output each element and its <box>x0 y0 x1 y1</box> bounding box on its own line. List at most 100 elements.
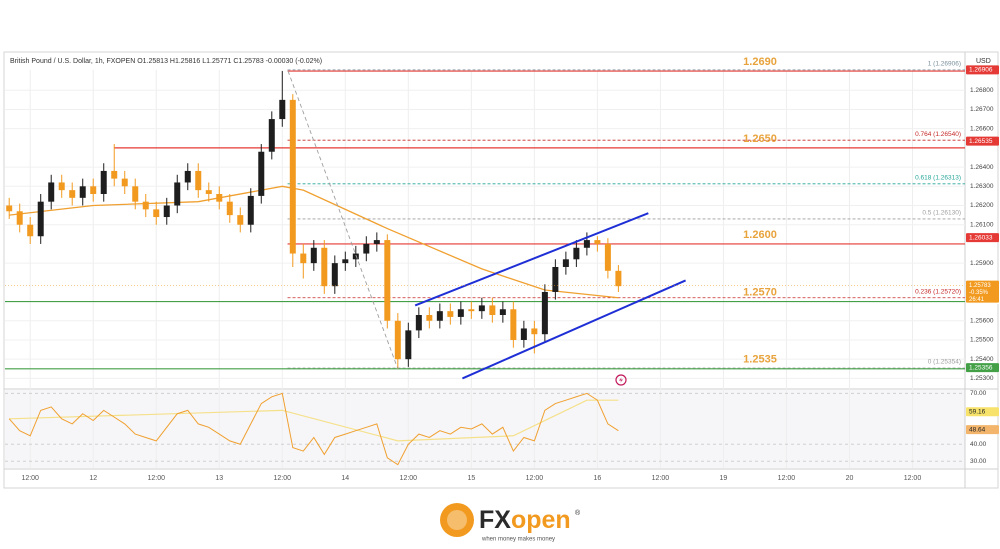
level-label: 1.2650 <box>743 133 777 145</box>
fib-label: 0.236 (1.25720) <box>915 288 961 295</box>
candle-body <box>468 309 475 312</box>
candle-body <box>310 247 317 264</box>
y-tick-label: 1.25900 <box>970 260 994 267</box>
level-label: 1.2690 <box>743 56 777 68</box>
candle-body <box>153 209 160 218</box>
brand: FXopen <box>479 506 571 534</box>
candle-body <box>342 259 349 264</box>
currency-label: USD <box>976 58 991 65</box>
x-tick-label: 15 <box>467 475 475 482</box>
y-tick-label: 1.26400 <box>970 164 994 171</box>
x-tick-label: 13 <box>215 475 223 482</box>
y-tick-label: 1.25400 <box>970 356 994 363</box>
candle-body <box>216 193 223 202</box>
event-icon-ring <box>615 374 627 386</box>
x-tick-label: 20 <box>846 475 854 482</box>
x-tick-label: 12:00 <box>274 475 292 482</box>
candle-body <box>69 190 76 198</box>
price-badge <box>966 136 999 146</box>
candle-body <box>447 311 454 317</box>
candle-body <box>79 186 86 198</box>
price-badge-label: 1.26535 <box>969 138 993 145</box>
candle-body <box>90 186 97 194</box>
price-badge-label: 1.25356 <box>969 364 993 371</box>
candle-body <box>58 182 65 191</box>
y-tick-label: 1.26600 <box>970 125 994 132</box>
fib-label: 0.5 (1.26130) <box>922 210 961 217</box>
level-label: 1.2600 <box>743 229 777 241</box>
level-label: 1.2570 <box>743 286 777 298</box>
candle-body <box>363 243 370 254</box>
x-tick-label: 14 <box>341 475 349 482</box>
price-badge <box>966 407 999 417</box>
rsi-badge-label: 59.16 <box>969 408 986 415</box>
candle-body <box>300 253 307 264</box>
trendline <box>414 212 649 307</box>
candle-body <box>100 170 107 194</box>
x-tick-label: 12:00 <box>21 475 39 482</box>
fib-label: 1 (1.26906) <box>928 61 961 68</box>
last-price-label: 26:41 <box>969 297 985 303</box>
rsi-badge-label: 48.64 <box>969 426 986 433</box>
candle-body <box>394 320 401 360</box>
candle-body <box>321 247 328 287</box>
candle-body <box>573 247 580 260</box>
candle-body <box>594 240 601 244</box>
rsi-tick-label: 30.00 <box>970 458 987 465</box>
candle-body <box>184 170 191 183</box>
trendline <box>462 279 687 380</box>
trendline <box>287 70 399 369</box>
rsi-tick-label: 70.00 <box>970 390 987 397</box>
candle-body <box>415 315 422 331</box>
candle-body <box>352 253 359 260</box>
event-icon-bolt <box>619 377 623 383</box>
y-tick-label: 1.26300 <box>970 183 994 190</box>
candle-body <box>541 291 548 335</box>
candle-body <box>37 201 44 237</box>
last-price-label: -0.35% <box>969 290 989 296</box>
candle-body <box>531 328 538 335</box>
rsi-panel <box>5 390 965 468</box>
candle-body <box>174 182 181 206</box>
y-tick-label: 1.25600 <box>970 317 994 324</box>
logo-icon-inner <box>447 510 467 530</box>
candle-body <box>6 205 13 212</box>
rsi-line <box>8 392 619 466</box>
x-tick-label: 19 <box>720 475 728 482</box>
candle-body <box>163 205 170 218</box>
x-tick-label: 12:00 <box>526 475 544 482</box>
candle-body <box>426 315 433 321</box>
brand-mark: ® <box>575 509 581 517</box>
candle-body <box>279 99 286 120</box>
y-tick-label: 1.26100 <box>970 221 994 228</box>
x-tick-label: 12:00 <box>400 475 418 482</box>
candle-body <box>384 240 391 321</box>
chart-title: British Pound / U.S. Dollar, 1h, FXOPEN … <box>10 58 322 65</box>
event-icon <box>615 374 627 386</box>
candle-body <box>268 119 275 152</box>
logo: FXopen ® when money makes money <box>440 503 581 543</box>
price-badge <box>966 65 999 75</box>
last-price-label: 1.25783 <box>969 283 991 289</box>
x-tick-label: 12:00 <box>652 475 670 482</box>
candle-body <box>552 266 559 292</box>
price-badge <box>966 425 999 435</box>
candle-body <box>510 309 517 340</box>
candle-body <box>27 224 34 237</box>
candle-body <box>520 328 527 340</box>
candle-body <box>289 99 296 254</box>
candle-body <box>132 186 139 202</box>
candle-body <box>604 243 611 271</box>
y-tick-label: 1.26800 <box>970 87 994 94</box>
x-tick-label: 12:00 <box>147 475 165 482</box>
candle-body <box>205 190 212 194</box>
candle-body <box>373 240 380 244</box>
candle-body <box>457 309 464 317</box>
candle-body <box>195 170 202 191</box>
candle-body <box>583 240 590 248</box>
candle-body <box>478 305 485 312</box>
price-badge <box>966 363 999 373</box>
x-tick-label: 12 <box>89 475 97 482</box>
level-label: 1.2535 <box>743 354 777 366</box>
